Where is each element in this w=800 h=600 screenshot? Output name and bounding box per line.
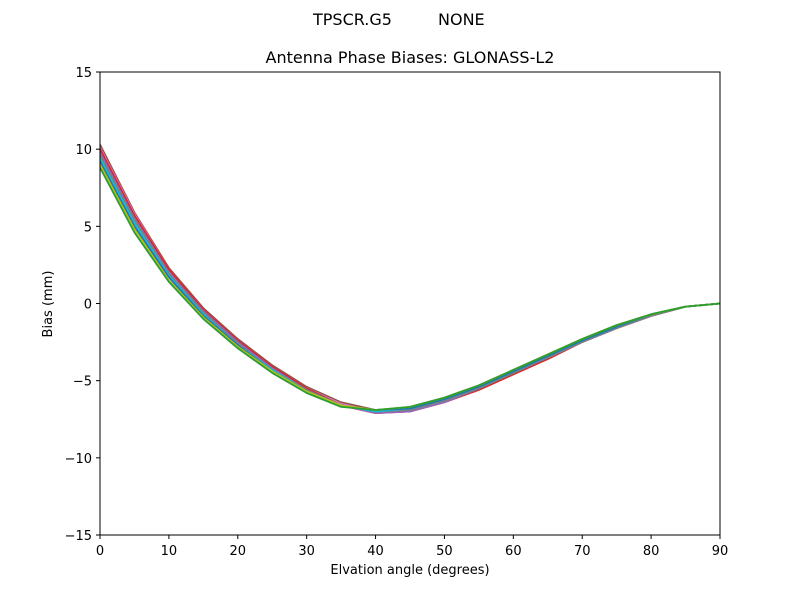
y-tick-label: 5 [84,220,92,235]
antenna-name: TPSCR.G5 [313,10,392,29]
series-line-6 [99,158,721,413]
y-tick-label: 0 [84,298,92,313]
y-tick-label: 10 [75,143,92,158]
y-axis-label: Bias (mm) [41,271,56,338]
series-line-9 [99,167,721,411]
x-tick-label: 10 [161,544,178,559]
series-line-8 [99,164,721,411]
y-tick-label: −5 [73,375,92,390]
plot-lines [99,144,721,414]
radome-name: NONE [438,10,485,29]
series-line-2 [99,147,721,413]
x-tick-label: 70 [574,544,591,559]
x-tick-label: 0 [96,544,104,559]
series-line-1 [99,144,721,411]
x-tick-label: 90 [712,544,729,559]
x-tick-label: 60 [505,544,522,559]
y-tick-label: −15 [65,529,92,544]
x-tick-label: 40 [367,544,384,559]
x-axis-label: Elvation angle (degrees) [330,563,489,578]
x-tick-label: 50 [436,544,453,559]
series-line-5 [99,154,721,413]
series-line-4 [99,151,721,414]
x-tick-label: 80 [643,544,660,559]
y-axis: −15 −10 −5 0 5 10 15 [65,66,100,544]
series-line-3 [99,148,721,414]
chart-title: Antenna Phase Biases: GLONASS-L2 [266,48,555,67]
y-tick-label: 15 [75,66,92,81]
x-axis: 0 10 20 30 40 50 60 70 80 90 [96,535,728,559]
series-line-7 [99,161,721,411]
y-tick-label: −10 [65,452,92,467]
x-tick-label: 30 [298,544,315,559]
x-tick-label: 20 [230,544,247,559]
